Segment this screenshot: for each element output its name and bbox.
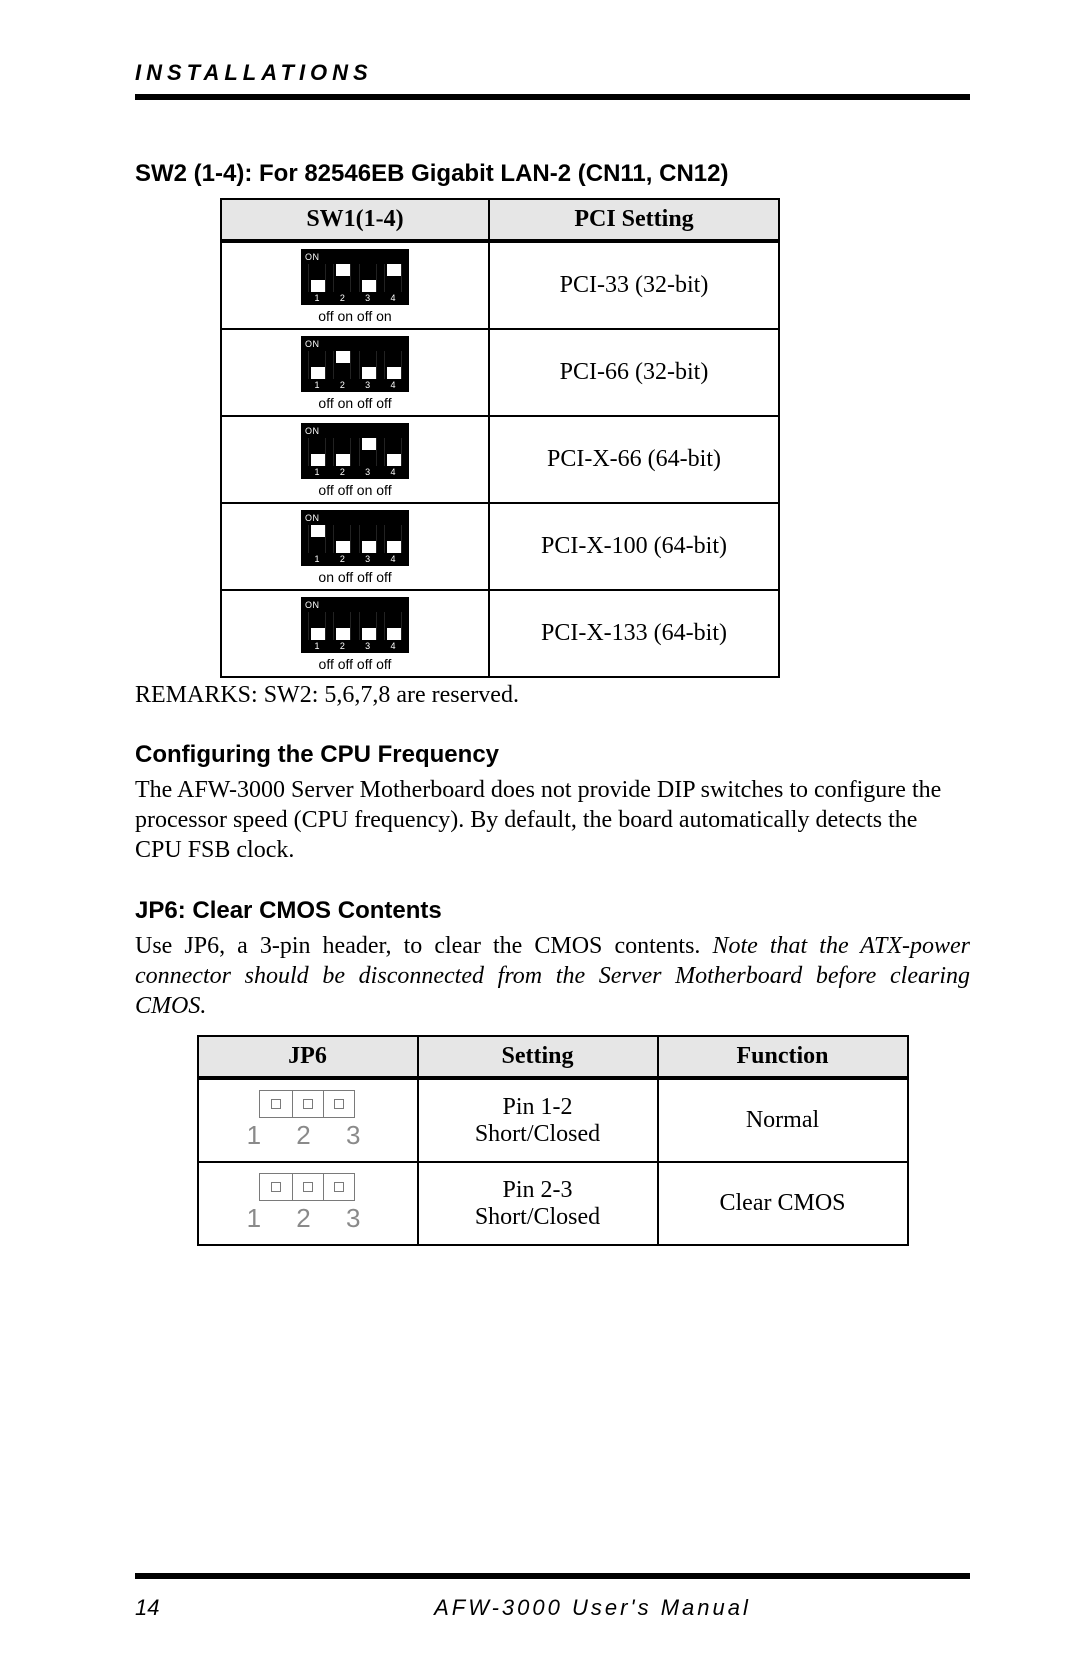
dip-switch-cell: ON1234 off off on off [221,416,489,503]
jumper-diagram-cell: 1 2 3 [198,1078,418,1162]
dip-caption: off off off off [222,656,488,672]
table-row: ON1234 off off off offPCI-X-133 (64-bit) [221,590,779,677]
dip-switch-table: SW1(1-4) PCI Setting ON1234 off on off on… [220,198,780,678]
dip-switch-cell: ON1234 on off off off [221,503,489,590]
dip-caption: off on off off [222,395,488,411]
jumper-icon [259,1090,355,1118]
page-footer: 14 AFW-3000 User's Manual [135,1595,970,1621]
pin-numbers: 1 2 3 [247,1203,375,1234]
pci-setting-cell: PCI-X-100 (64-bit) [489,503,779,590]
jumper-diagram-cell: 1 2 3 [198,1162,418,1245]
section-header: INSTALLATIONS [135,60,970,86]
dip-switch-cell: ON1234 off on off on [221,241,489,329]
dip-switch-cell: ON1234 off off off off [221,590,489,677]
jp6-text: Use JP6, a 3-pin header, to clear the CM… [135,931,970,1021]
dip-switch-cell: ON1234 off on off off [221,329,489,416]
pci-setting-cell: PCI-33 (32-bit) [489,241,779,329]
dip-header-pci: PCI Setting [489,199,779,241]
cpu-freq-heading: Configuring the CPU Frequency [135,741,970,769]
sw2-heading: SW2 (1-4): For 82546EB Gigabit LAN-2 (CN… [135,160,970,188]
jp-header-setting: Setting [418,1036,658,1078]
dip-switch-icon: ON1234 [301,597,409,653]
pci-setting-cell: PCI-66 (32-bit) [489,329,779,416]
dip-switch-icon: ON1234 [301,423,409,479]
jp-header-jp6: JP6 [198,1036,418,1078]
table-row: ON1234 on off off offPCI-X-100 (64-bit) [221,503,779,590]
dip-caption: off off on off [222,482,488,498]
page-number: 14 [135,1595,215,1621]
jp-header-function: Function [658,1036,908,1078]
dip-switch-icon: ON1234 [301,510,409,566]
jumper-setting-cell: Pin 2-3Short/Closed [418,1162,658,1245]
table-row: 1 2 3 Pin 1-2Short/ClosedNormal [198,1078,908,1162]
footer-title: AFW-3000 User's Manual [215,1595,970,1621]
jumper-setting-cell: Pin 1-2Short/Closed [418,1078,658,1162]
pin-numbers: 1 2 3 [247,1120,375,1151]
dip-caption: on off off off [222,569,488,585]
dip-switch-icon: ON1234 [301,336,409,392]
jp6-table: JP6 Setting Function 1 2 3 Pin 1-2Short/C… [197,1035,909,1246]
pci-setting-cell: PCI-X-133 (64-bit) [489,590,779,677]
jp6-heading: JP6: Clear CMOS Contents [135,897,970,925]
dip-header-sw: SW1(1-4) [221,199,489,241]
jumper-function-cell: Clear CMOS [658,1162,908,1245]
cpu-freq-text: The AFW-3000 Server Motherboard does not… [135,775,970,865]
top-rule [135,94,970,100]
dip-caption: off on off on [222,308,488,324]
table-header-row: JP6 Setting Function [198,1036,908,1078]
jumper-function-cell: Normal [658,1078,908,1162]
jumper-icon [259,1173,355,1201]
table-row: ON1234 off on off onPCI-33 (32-bit) [221,241,779,329]
table-header-row: SW1(1-4) PCI Setting [221,199,779,241]
table-row: ON1234 off on off offPCI-66 (32-bit) [221,329,779,416]
remarks-text: REMARKS: SW2: 5,6,7,8 are reserved. [135,682,970,709]
table-row: ON1234 off off on offPCI-X-66 (64-bit) [221,416,779,503]
jp6-text-plain: Use JP6, a 3-pin header, to clear the CM… [135,933,713,959]
pci-setting-cell: PCI-X-66 (64-bit) [489,416,779,503]
table-row: 1 2 3 Pin 2-3Short/ClosedClear CMOS [198,1162,908,1245]
bottom-rule [135,1573,970,1579]
dip-switch-icon: ON1234 [301,249,409,305]
